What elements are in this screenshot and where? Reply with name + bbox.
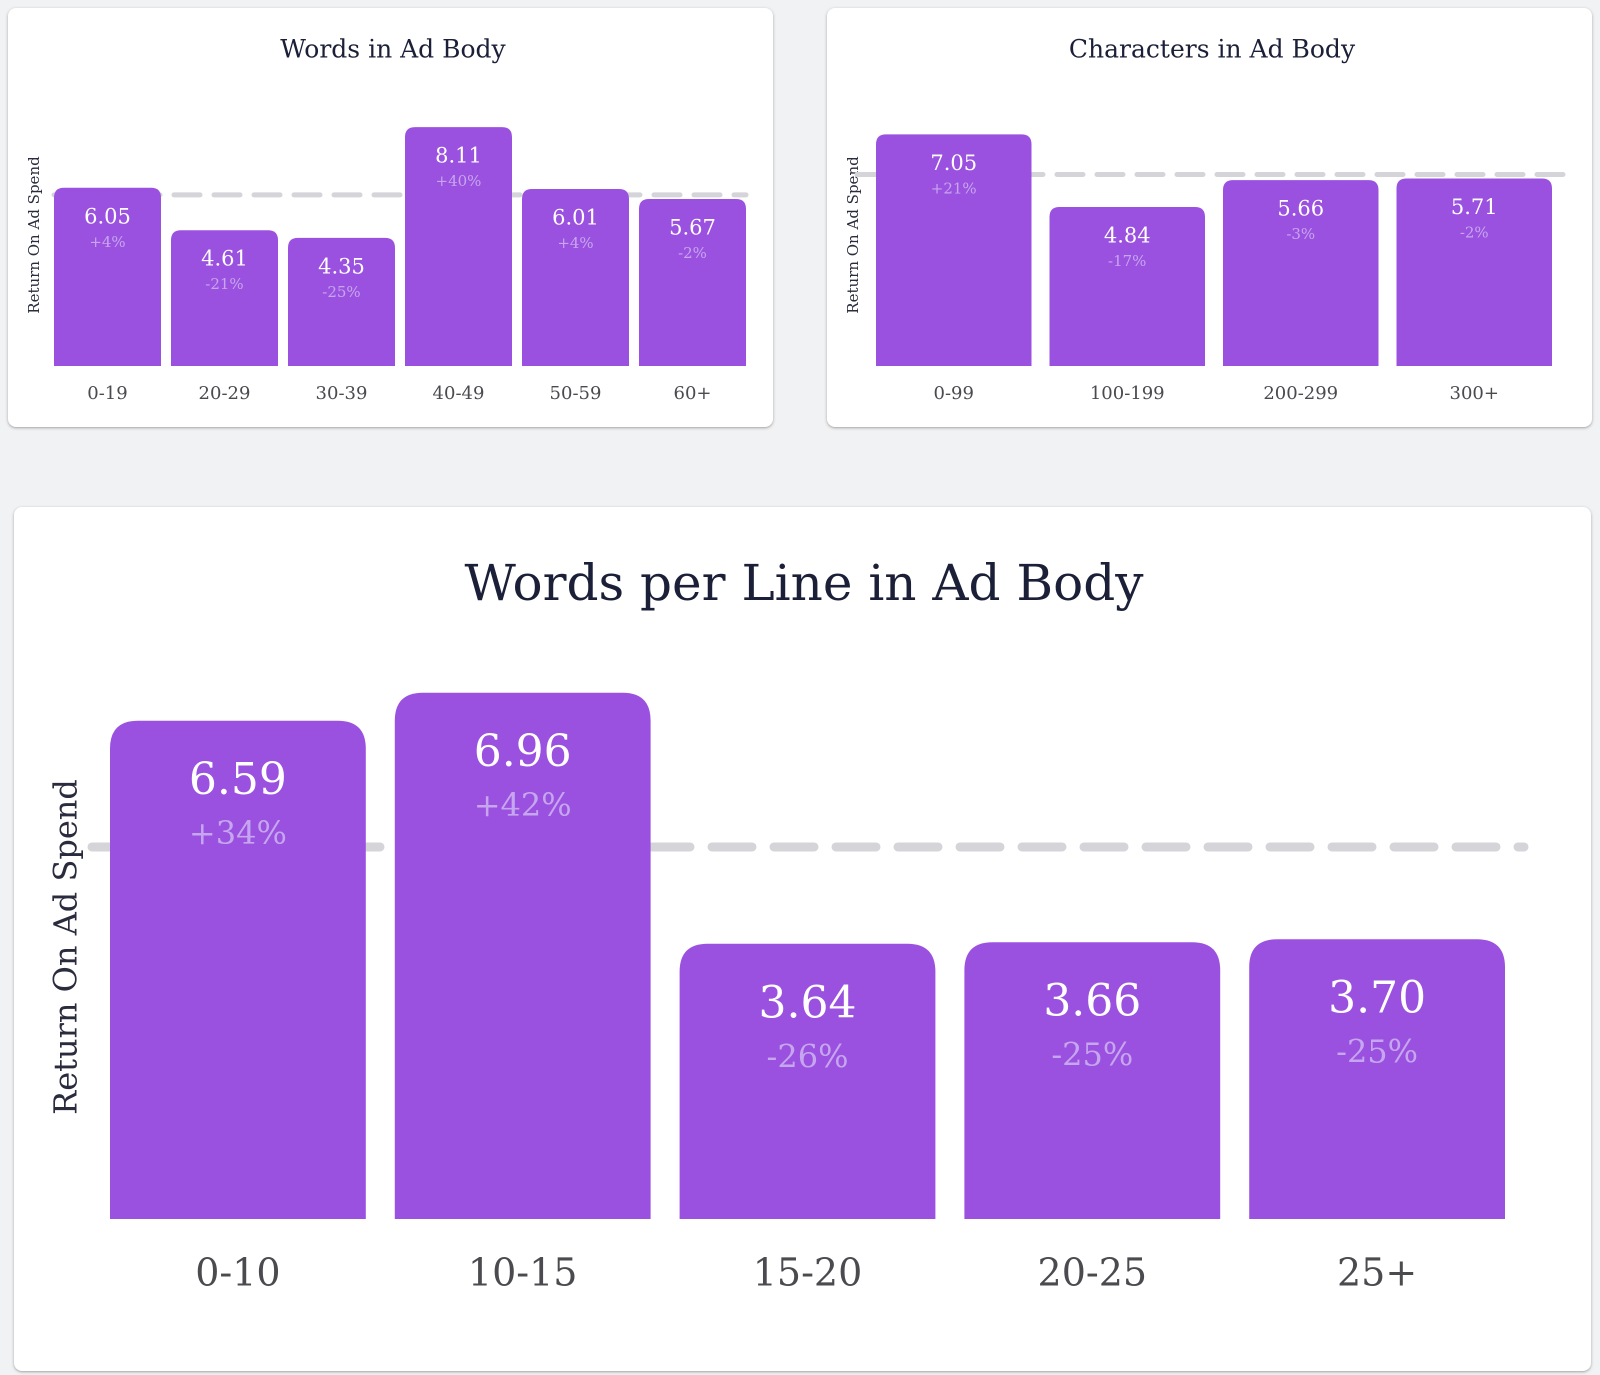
bar-40-49	[405, 127, 512, 366]
x-tick-label-0-10: 0-10	[195, 1251, 280, 1295]
x-tick-label-200-299: 200-299	[1263, 383, 1338, 404]
percent-label-100-199: -17%	[1108, 252, 1146, 270]
value-label-15-20: 3.64	[759, 977, 857, 1028]
bar-50-59	[522, 188, 629, 366]
words-per-line-in-ad-body-chart: Words per Line in Ad Body Return On Ad Sp…	[47, 554, 1529, 1295]
x-tick-label-15-20: 15-20	[753, 1251, 863, 1295]
percent-label-15-20: -26%	[767, 1037, 849, 1075]
percent-label-20-29: -21%	[205, 275, 243, 293]
bar-0-10	[110, 720, 366, 1219]
characters-in-ad-body-chart: Characters in Ad Body Return On Ad Spend 7…	[844, 35, 1570, 404]
chart-title: Words per Line in Ad Body	[464, 554, 1144, 612]
percent-label-0-19: +4%	[89, 233, 125, 251]
percent-label-200-299: -3%	[1286, 225, 1315, 243]
words-in-ad-body-card: Words in Ad Body Return On Ad Spend 6.05 +4…	[8, 8, 773, 427]
x-tick-label-20-29: 20-29	[199, 383, 251, 404]
value-label-20-25: 3.66	[1043, 976, 1141, 1027]
words-in-ad-body-chart: Words in Ad Body Return On Ad Spend 6.05 +4…	[25, 35, 749, 404]
x-tick-label-10-15: 10-15	[468, 1251, 578, 1295]
x-tick-label-40-49: 40-49	[433, 383, 485, 404]
bar-200-299	[1223, 180, 1379, 366]
y-axis-label: Return On Ad Spend	[47, 779, 85, 1115]
x-tick-label-0-19: 0-19	[87, 383, 127, 404]
value-label-0-10: 6.59	[189, 754, 287, 805]
value-label-50-59: 6.01	[552, 205, 599, 229]
characters-in-ad-body-card: Characters in Ad Body Return On Ad Spend 7…	[827, 8, 1592, 427]
percent-label-50-59: +4%	[557, 234, 593, 252]
bar-0-99	[876, 134, 1032, 366]
value-label-0-99: 7.05	[930, 151, 977, 175]
value-label-10-15: 6.96	[474, 726, 572, 777]
y-axis-label: Return On Ad Spend	[844, 156, 862, 314]
bar-25plus	[1249, 939, 1505, 1219]
bar-30-39	[288, 237, 395, 366]
bar-10-15	[394, 692, 651, 1219]
words-per-line-in-ad-body-card: Words per Line in Ad Body Return On Ad Sp…	[14, 507, 1591, 1371]
percent-label-300plus: -2%	[1460, 223, 1489, 241]
bar-20-25	[964, 942, 1221, 1219]
x-tick-label-20-25: 20-25	[1038, 1251, 1148, 1295]
bar-0-19	[54, 187, 161, 366]
percent-label-30-39: -25%	[322, 283, 360, 301]
value-label-30-39: 4.35	[318, 254, 365, 278]
value-label-20-29: 4.61	[201, 247, 248, 271]
bar-20-29	[171, 230, 278, 366]
x-tick-label-300plus: 300+	[1450, 383, 1499, 404]
percent-label-10-15: +42%	[474, 786, 572, 824]
bar-60plus	[639, 198, 746, 366]
x-tick-label-60plus: 60+	[674, 383, 712, 404]
chart-title: Words in Ad Body	[280, 35, 506, 64]
value-label-100-199: 4.84	[1104, 224, 1151, 248]
percent-label-25plus: -25%	[1336, 1033, 1418, 1071]
value-label-40-49: 8.11	[435, 144, 482, 168]
value-label-60plus: 5.67	[669, 215, 716, 239]
y-axis-label: Return On Ad Spend	[25, 156, 43, 314]
chart-title: Characters in Ad Body	[1069, 35, 1356, 64]
bar-300plus	[1396, 178, 1552, 366]
percent-label-60plus: -2%	[678, 244, 707, 262]
value-label-300plus: 5.71	[1451, 195, 1498, 219]
bar-100-199	[1049, 207, 1205, 366]
percent-label-40-49: +40%	[436, 172, 482, 190]
x-tick-label-0-99: 0-99	[934, 383, 974, 404]
value-label-200-299: 5.66	[1277, 197, 1324, 221]
percent-label-0-10: +34%	[189, 814, 287, 852]
percent-label-0-99: +21%	[931, 179, 977, 197]
x-tick-label-100-199: 100-199	[1090, 383, 1165, 404]
value-label-0-19: 6.05	[84, 204, 131, 228]
percent-label-20-25: -25%	[1051, 1036, 1133, 1074]
bar-15-20	[679, 943, 936, 1219]
x-tick-label-50-59: 50-59	[550, 383, 602, 404]
value-label-25plus: 3.70	[1328, 973, 1426, 1024]
x-tick-label-30-39: 30-39	[316, 383, 368, 404]
x-tick-label-25plus: 25+	[1337, 1251, 1417, 1295]
